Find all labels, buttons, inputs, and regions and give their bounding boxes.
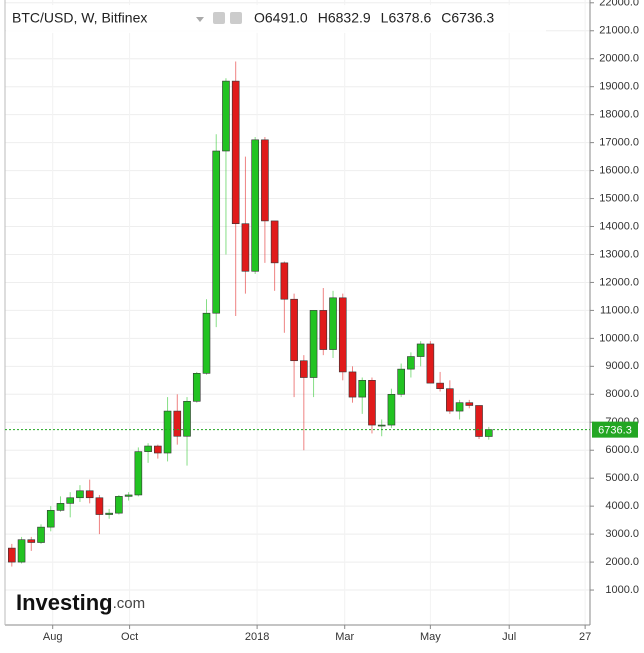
settings-icon[interactable] xyxy=(213,12,225,24)
candle-body xyxy=(426,343,435,384)
candle-body xyxy=(124,494,133,497)
y-tick-label: 4000.0 xyxy=(605,500,639,512)
y-tick-label: 21000.0 xyxy=(599,25,639,37)
y-tick-label: 2000.0 xyxy=(605,556,639,568)
candles xyxy=(8,61,493,567)
dropdown-icon[interactable] xyxy=(196,17,204,22)
ohlc-value: H6832.9 xyxy=(318,10,371,26)
candle-body xyxy=(173,410,182,437)
candle-body xyxy=(192,373,201,402)
candle-body xyxy=(368,380,376,426)
candle-body xyxy=(95,497,104,515)
candle-body xyxy=(251,139,259,272)
candle-body xyxy=(46,510,55,528)
candle-body xyxy=(270,220,279,264)
candle-body xyxy=(348,371,357,398)
candle-body xyxy=(115,496,123,514)
y-tick-label: 12000.0 xyxy=(599,276,639,288)
header-bg xyxy=(6,5,546,33)
candle-body xyxy=(27,539,36,543)
y-tick-label: 19000.0 xyxy=(599,81,639,93)
candle-body xyxy=(105,512,113,515)
candle-body xyxy=(85,490,94,499)
y-tick-label: 20000.0 xyxy=(599,53,639,65)
watermark: Investing.com xyxy=(16,590,145,615)
candle-body xyxy=(329,297,337,350)
candle-body xyxy=(222,80,230,152)
candle-body xyxy=(231,80,240,225)
y-tick-label: 17000.0 xyxy=(599,137,639,149)
y-tick-label: 9000.0 xyxy=(605,360,639,372)
last-price-label: 6736.3 xyxy=(598,425,632,437)
y-tick-label: 8000.0 xyxy=(605,388,639,400)
candle-body xyxy=(134,451,143,496)
candle-body xyxy=(37,526,45,543)
candle-body xyxy=(290,298,298,362)
candle-body xyxy=(163,410,172,454)
y-tick-label: 10000.0 xyxy=(599,332,639,344)
candle-body xyxy=(397,368,405,395)
candle-body xyxy=(144,445,152,452)
ohlc-value: O6491.0 xyxy=(254,10,308,26)
chart-title: BTC/USD, W, Bitfinex xyxy=(12,10,147,26)
y-tick-label: 14000.0 xyxy=(599,220,639,232)
x-tick-label: Jul xyxy=(502,631,516,643)
y-tick-label: 18000.0 xyxy=(599,109,639,121)
candle-body xyxy=(455,402,464,412)
y-tick-label: 6000.0 xyxy=(605,444,639,456)
last-price-box xyxy=(592,421,638,438)
candle-body xyxy=(475,405,483,437)
watermark-domain: .com xyxy=(113,595,146,612)
candle-body xyxy=(446,388,454,412)
x-tick-label: Oct xyxy=(121,631,138,643)
candle-body xyxy=(212,150,221,314)
y-tick-label: 5000.0 xyxy=(605,472,639,484)
x-tick-label: 2018 xyxy=(245,631,269,643)
candle-body xyxy=(436,382,444,390)
y-tick-label: 16000.0 xyxy=(599,164,639,176)
y-tick-label: 1000.0 xyxy=(605,584,639,596)
y-tick-label: 22000.0 xyxy=(599,0,639,9)
y-tick-label: 11000.0 xyxy=(600,304,639,316)
candle-body xyxy=(261,139,269,222)
candle-body xyxy=(387,393,396,426)
ohlc-value: L6378.6 xyxy=(381,10,432,26)
x-tick-label: Aug xyxy=(43,631,63,643)
x-tick-label: May xyxy=(420,631,441,643)
candle-body xyxy=(280,262,289,300)
candle-body xyxy=(407,356,415,370)
candle-body xyxy=(358,380,367,398)
x-tick-label: 27 xyxy=(579,631,591,643)
candle-body xyxy=(465,402,474,406)
candle-body xyxy=(309,310,318,378)
ohlc-value: C6736.3 xyxy=(441,10,494,26)
y-tick-label: 15000.0 xyxy=(599,192,639,204)
candle-body xyxy=(377,424,386,427)
candle-body xyxy=(66,497,75,504)
candle-body xyxy=(17,539,26,563)
candle-body xyxy=(241,223,250,272)
candle-body xyxy=(300,360,308,378)
candle-body xyxy=(56,503,65,511)
candle-body xyxy=(416,343,425,357)
candle-body xyxy=(154,445,162,454)
candle-body xyxy=(8,547,16,563)
y-tick-label: 3000.0 xyxy=(605,528,639,540)
candle-body xyxy=(202,312,211,374)
gear-icon[interactable] xyxy=(230,12,242,24)
candle-body xyxy=(319,310,328,350)
y-tick-label: 13000.0 xyxy=(599,248,639,260)
candle-body xyxy=(484,429,493,437)
candle-body xyxy=(76,490,84,499)
watermark-main: Investing xyxy=(16,590,113,615)
candle-body xyxy=(183,400,191,437)
x-tick-label: Mar xyxy=(335,631,354,643)
candle-body xyxy=(338,297,347,373)
ohlc-legend: O6491.0 H6832.9 L6378.6 C6736.3 xyxy=(254,10,494,26)
